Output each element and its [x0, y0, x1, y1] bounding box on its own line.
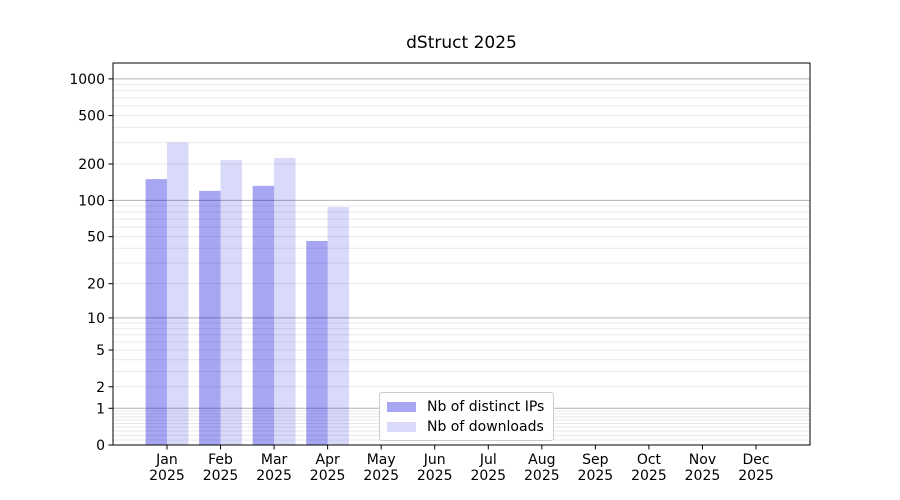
legend: Nb of distinct IPs Nb of downloads [379, 392, 555, 441]
x-tick-label-jun: Jun [423, 452, 446, 468]
x-tick-year-jun: 2025 [417, 468, 453, 484]
x-tick-year-aug: 2025 [524, 468, 560, 484]
bar-nb-of-distinct-ips-mar [252, 185, 275, 445]
y-tick-label-200: 200 [78, 157, 105, 173]
y-tick-label-100: 100 [78, 193, 105, 209]
x-tick-label-may: May [367, 452, 396, 468]
x-tick-year-oct: 2025 [631, 468, 667, 484]
x-tick-year-feb: 2025 [203, 468, 239, 484]
x-tick-year-dec: 2025 [738, 468, 774, 484]
x-tick-label-aug: Aug [528, 452, 555, 468]
bar-nb-of-downloads-mar [274, 157, 296, 445]
x-tick-label-jan: Jan [155, 452, 178, 468]
bar-nb-of-distinct-ips-jan [145, 179, 167, 445]
x-tick-label-feb: Feb [208, 452, 233, 468]
x-tick-year-apr: 2025 [310, 468, 346, 484]
legend-swatch-downloads [387, 421, 416, 432]
y-tick-label-500: 500 [78, 109, 105, 125]
x-tick-label-nov: Nov [689, 452, 716, 468]
bar-nb-of-distinct-ips-apr [306, 240, 328, 445]
bar-nb-of-downloads-feb [220, 160, 242, 446]
x-tick-year-nov: 2025 [685, 468, 721, 484]
y-tick-label-1000: 1000 [69, 72, 105, 88]
x-tick-label-jul: Jul [479, 452, 497, 468]
y-tick-label-5: 5 [96, 343, 105, 359]
y-tick-label-0: 0 [96, 438, 105, 454]
x-tick-label-mar: Mar [261, 452, 288, 468]
y-tick-label-10: 10 [87, 311, 105, 327]
y-tick-label-1: 1 [96, 401, 105, 417]
chart-title: dStruct 2025 [406, 33, 517, 53]
legend-item-downloads: Nb of downloads [387, 417, 544, 436]
x-tick-year-jan: 2025 [149, 468, 185, 484]
x-tick-label-apr: Apr [316, 452, 340, 468]
x-tick-label-oct: Oct [637, 452, 662, 468]
legend-item-distinct-ips: Nb of distinct IPs [387, 397, 544, 416]
x-tick-year-jul: 2025 [470, 468, 506, 484]
y-tick-label-20: 20 [87, 277, 105, 293]
legend-swatch-distinct-ips [387, 401, 416, 412]
y-tick-label-50: 50 [87, 230, 105, 246]
plot-frame [112, 62, 811, 446]
bar-nb-of-downloads-jan [166, 142, 189, 445]
x-tick-year-sep: 2025 [578, 468, 614, 484]
legend-label-downloads: Nb of downloads [427, 418, 544, 435]
x-tick-year-may: 2025 [363, 468, 399, 484]
x-tick-year-mar: 2025 [256, 468, 292, 484]
x-tick-label-sep: Sep [582, 452, 609, 468]
bar-nb-of-downloads-apr [327, 207, 350, 445]
legend-label-distinct-ips: Nb of distinct IPs [427, 398, 545, 415]
bar-nb-of-distinct-ips-feb [199, 190, 221, 445]
y-tick-label-2: 2 [96, 380, 105, 396]
x-tick-label-dec: Dec [742, 452, 769, 468]
